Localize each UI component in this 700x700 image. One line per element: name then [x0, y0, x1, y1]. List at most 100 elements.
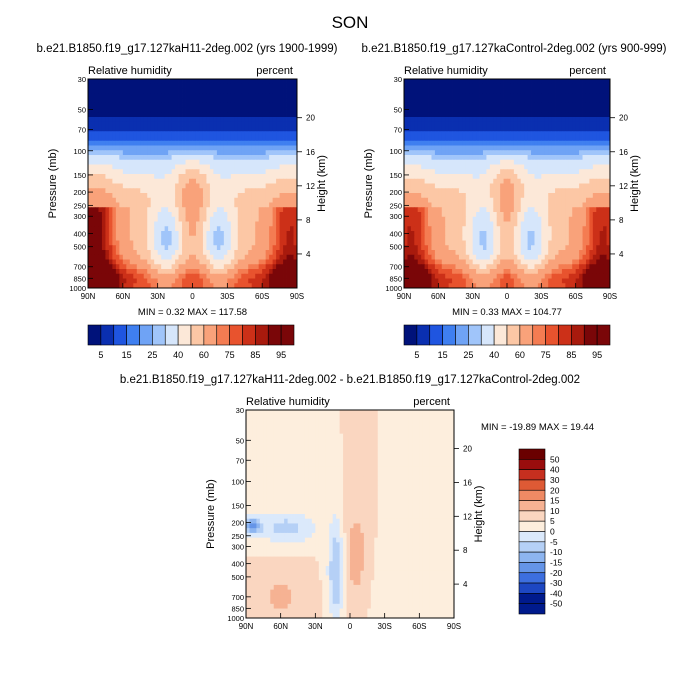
heatmap-cell	[448, 178, 453, 184]
heatmap-cell	[119, 193, 124, 199]
heatmap-cell	[510, 226, 515, 232]
heatmap-cell	[202, 183, 207, 189]
heatmap-cell	[496, 136, 501, 142]
heatmap-cell	[424, 93, 429, 99]
heatmap-cell	[129, 254, 134, 260]
heatmap-cell	[541, 174, 546, 180]
heatmap-cell	[164, 136, 169, 142]
heatmap-cell	[603, 221, 607, 227]
heatmap-cell	[213, 193, 218, 199]
heatmap-cell	[548, 245, 553, 251]
heatmap-cell	[531, 155, 535, 161]
heatmap-cell	[220, 117, 225, 123]
heatmap-cell	[147, 145, 152, 151]
heatmap-cell	[147, 169, 152, 175]
heatmap-cell	[133, 273, 138, 279]
heatmap-cell	[175, 240, 179, 246]
heatmap-cell	[175, 254, 179, 260]
heatmap-cell	[572, 254, 577, 260]
heatmap-cell	[230, 207, 235, 213]
heatmap-cell	[431, 126, 436, 132]
heatmap-cell	[115, 121, 120, 127]
heatmap-cell	[548, 193, 553, 199]
heatmap-cell	[216, 136, 221, 142]
heatmap-cell	[140, 164, 145, 170]
heatmap-cell	[431, 193, 436, 199]
heatmap-cell	[293, 88, 298, 94]
heatmap-cell	[428, 231, 432, 237]
heatmap-cell	[513, 102, 518, 108]
heatmap-cell	[213, 112, 218, 118]
heatmap-cell	[527, 102, 532, 108]
heatmap-cell	[279, 245, 284, 251]
heatmap-cell	[410, 216, 415, 222]
heatmap-cell	[582, 117, 587, 123]
heatmap-cell	[213, 259, 218, 265]
heatmap-cell	[510, 254, 515, 260]
heatmap-cell	[531, 107, 535, 113]
heatmap-cell	[589, 121, 594, 127]
heatmap-cell	[428, 240, 432, 246]
heatmap-cell	[493, 83, 498, 89]
heatmap-cell	[465, 174, 470, 180]
heatmap-cell	[182, 117, 186, 123]
heatmap-cell	[510, 102, 515, 108]
heatmap-cell	[220, 131, 225, 137]
heatmap-cell	[592, 88, 597, 94]
heatmap-cell	[290, 273, 294, 279]
heatmap-cell	[209, 117, 214, 123]
heatmap-cell	[262, 197, 267, 203]
heatmap-cell	[541, 102, 546, 108]
heatmap-cell	[534, 136, 539, 142]
heatmap-cell	[227, 79, 232, 85]
heatmap-cell	[558, 88, 563, 94]
heatmap-cell	[185, 269, 190, 275]
heatmap-cell	[126, 107, 131, 113]
heatmap-cell	[150, 150, 155, 156]
heatmap-cell	[493, 145, 498, 151]
heatmap-cell	[115, 140, 120, 146]
heatmap-cell	[192, 145, 197, 151]
heatmap-cell	[143, 79, 148, 85]
heatmap-cell	[189, 155, 193, 161]
heatmap-cell	[404, 240, 408, 246]
heatmap-cell	[534, 226, 539, 232]
heatmap-cell	[230, 131, 235, 137]
heatmap-cell	[500, 155, 504, 161]
heatmap-cell	[438, 140, 443, 146]
heatmap-cell	[251, 245, 256, 251]
heatmap-cell	[269, 155, 274, 161]
heatmap-cell	[565, 126, 570, 132]
heatmap-cell	[276, 273, 280, 279]
heatmap-cell	[465, 88, 470, 94]
heatmap-cell	[133, 245, 138, 251]
heatmap-cell	[154, 264, 159, 270]
heatmap-cell	[534, 221, 539, 227]
heatmap-cell	[101, 250, 106, 256]
heatmap-cell	[91, 207, 96, 213]
heatmap-cell	[472, 136, 477, 142]
heatmap-cell	[286, 221, 291, 227]
heatmap-cell	[469, 83, 474, 89]
heatmap-cell	[241, 79, 246, 85]
heatmap-cell	[465, 159, 470, 165]
heatmap-cell	[248, 273, 253, 279]
heatmap-cell	[129, 79, 134, 85]
heatmap-cell	[178, 231, 183, 237]
heatmap-cell	[262, 178, 267, 184]
heatmap-cell	[489, 136, 494, 142]
heatmap-cell	[455, 212, 460, 218]
heatmap-cell	[290, 121, 294, 127]
heatmap-cell	[517, 140, 522, 146]
heatmap-cell	[568, 178, 573, 184]
heatmap-cell	[534, 159, 539, 165]
heatmap-cell	[182, 150, 186, 156]
heatmap-cell	[452, 221, 456, 227]
heatmap-cell	[517, 88, 522, 94]
heatmap-cell	[88, 269, 92, 275]
heatmap-cell	[195, 150, 200, 156]
heatmap-cell	[105, 231, 110, 237]
heatmap-cell	[503, 140, 508, 146]
heatmap-cell	[503, 221, 508, 227]
heatmap-cell	[272, 197, 277, 203]
